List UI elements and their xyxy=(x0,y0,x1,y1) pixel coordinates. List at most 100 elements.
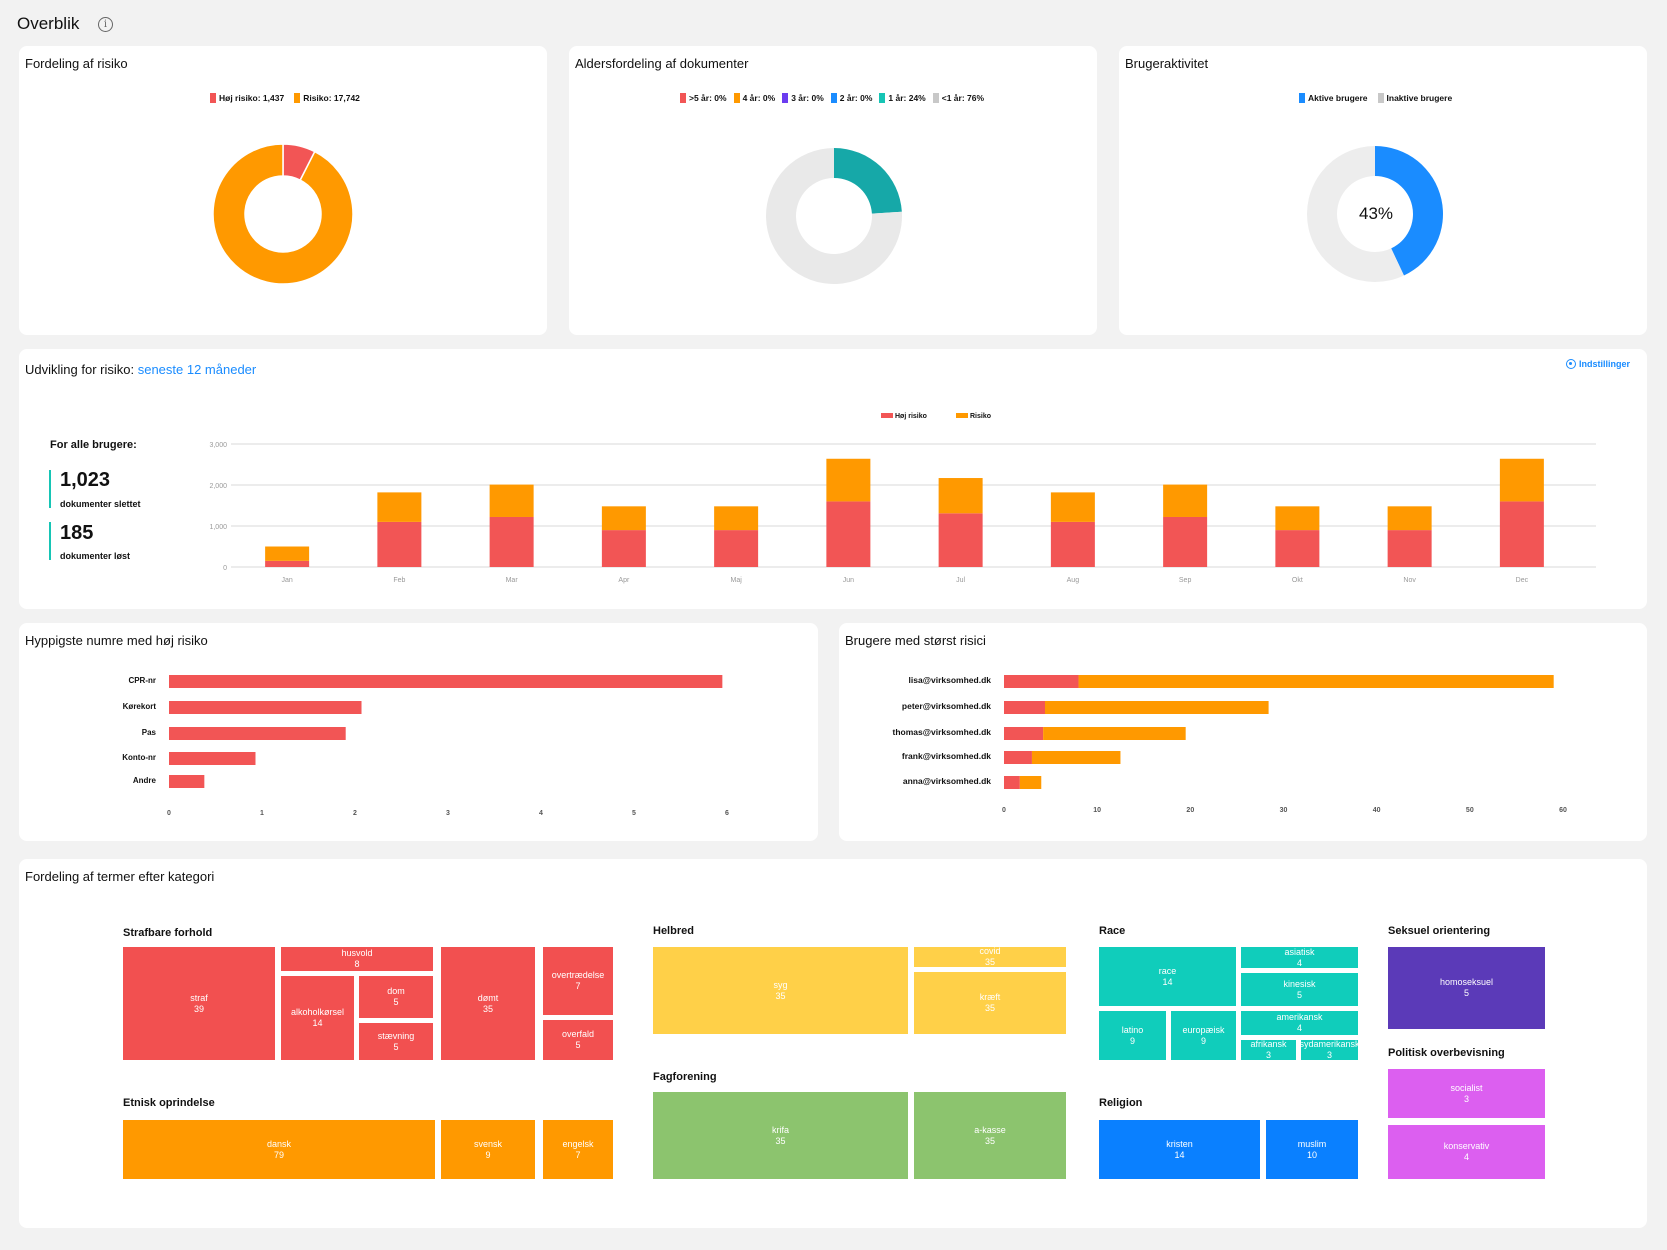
treemap-cell-race[interactable]: race 14 xyxy=(1099,947,1236,1006)
period-link[interactable]: seneste 12 måneder xyxy=(137,362,257,377)
legend-item-5y[interactable]: >5 år: 0% xyxy=(680,93,727,103)
bar-risiko-nov[interactable] xyxy=(1387,506,1432,531)
treemap-cell-kinesisk[interactable]: kinesisk 5 xyxy=(1241,973,1358,1006)
treemap-cell-covid[interactable]: covid 35 xyxy=(914,947,1066,967)
legend-item-active-users[interactable]: Aktive brugere xyxy=(1299,93,1368,103)
treemap-cell-syg[interactable]: syg 35 xyxy=(653,947,908,1034)
bar-h-j-risiko-feb[interactable] xyxy=(377,521,422,567)
bar-risiko-mar[interactable] xyxy=(489,484,534,517)
treemap-cell-value: 35 xyxy=(984,1135,995,1146)
treemap-cell-kristen[interactable]: kristen 14 xyxy=(1099,1120,1260,1179)
treemap-cell-engelsk[interactable]: engelsk 7 xyxy=(543,1120,613,1179)
donut-slice-risiko[interactable] xyxy=(212,143,354,285)
bar-segment-risiko[interactable] xyxy=(1043,727,1186,740)
y-tick-label: 0 xyxy=(223,565,227,572)
treemap-cell-overfald[interactable]: overfald 5 xyxy=(543,1020,613,1060)
treemap-cell-svensk[interactable]: svensk 9 xyxy=(441,1120,535,1179)
treemap-cell-krifa[interactable]: krifa 35 xyxy=(653,1092,908,1179)
bar[interactable] xyxy=(169,752,256,765)
donut-slice-inaktive-brugere[interactable] xyxy=(1307,146,1404,282)
bar-h-j-risiko-sep[interactable] xyxy=(1163,516,1208,567)
info-icon[interactable]: i xyxy=(98,17,113,32)
risk-trend-title: Udvikling for risiko: seneste 12 måneder xyxy=(25,362,256,377)
bar[interactable] xyxy=(169,675,723,688)
treemap-cell-dom[interactable]: dom 5 xyxy=(359,976,433,1018)
bar[interactable] xyxy=(169,727,346,740)
legend-item-risk[interactable]: Risiko: 17,742 xyxy=(294,93,360,103)
risk-distribution-card: Fordeling af risiko Høj risiko: 1,437 Ri… xyxy=(19,46,547,335)
treemap-cell-konservativ[interactable]: konservativ 4 xyxy=(1388,1125,1545,1179)
treemap-cell-value: 7 xyxy=(575,1149,581,1160)
legend-item-1y[interactable]: 1 år: 24% xyxy=(879,93,926,103)
bar-h-j-risiko-jan[interactable] xyxy=(265,560,310,567)
treemap-cell-label: konservativ xyxy=(1443,1141,1490,1151)
bar[interactable] xyxy=(169,775,205,788)
donut-slice-aktive-brugere[interactable] xyxy=(1375,146,1443,276)
bar-risiko-feb[interactable] xyxy=(377,492,422,522)
treemap-cell-label: kristen xyxy=(1166,1138,1193,1149)
legend-item-2y[interactable]: 2 år: 0% xyxy=(830,93,872,103)
bar-risiko-jun[interactable] xyxy=(826,458,871,502)
bar-risiko-maj[interactable] xyxy=(714,506,759,531)
legend-label[interactable]: Høj risiko xyxy=(895,413,927,420)
treemap-cell-muslim[interactable]: muslim 10 xyxy=(1266,1120,1358,1179)
treemap-cell-overtrædelse[interactable]: overtrædelse 7 xyxy=(543,947,613,1015)
bar[interactable] xyxy=(169,701,362,714)
bar-h-j-risiko-jun[interactable] xyxy=(826,501,871,567)
treemap-cell-latino[interactable]: latino 9 xyxy=(1099,1011,1166,1060)
treemap-cell-dømt[interactable]: dømt 35 xyxy=(441,947,535,1060)
treemap-cell-a-kasse[interactable]: a-kasse 35 xyxy=(914,1092,1066,1179)
legend-item-high-risk[interactable]: Høj risiko: 1,437 xyxy=(210,93,284,103)
donut-slice-1-r[interactable] xyxy=(834,148,902,214)
treemap-cell-alkoholkørsel[interactable]: alkoholkørsel 14 xyxy=(281,976,354,1060)
legend-label[interactable]: Risiko xyxy=(970,413,991,420)
legend-item-4y[interactable]: 4 år: 0% xyxy=(733,93,775,103)
treemap-cell-value: 4 xyxy=(1296,1023,1302,1033)
bar-risiko-jul[interactable] xyxy=(938,478,983,514)
treemap-cell-homoseksuel[interactable]: homoseksuel 5 xyxy=(1388,947,1545,1029)
treemap-cell-label: europæisk xyxy=(1182,1024,1225,1035)
bar-segment-risiko[interactable] xyxy=(1031,751,1121,764)
treemap-cell-straf[interactable]: straf 39 xyxy=(123,947,275,1060)
legend-item-lt1y[interactable]: <1 år: 76% xyxy=(932,93,984,103)
bar-risiko-jan[interactable] xyxy=(265,546,310,561)
bar-h-j-risiko-jul[interactable] xyxy=(938,513,983,567)
treemap-cell-europæisk[interactable]: europæisk 9 xyxy=(1171,1011,1236,1060)
treemap-cell-husvold[interactable]: husvold 8 xyxy=(281,947,433,971)
treemap-cell-socialist[interactable]: socialist 3 xyxy=(1388,1069,1545,1118)
settings-button[interactable]: Indstillinger xyxy=(1566,359,1630,369)
treemap-cell-afrikansk[interactable]: afrikansk 3 xyxy=(1241,1040,1296,1060)
bar-h-j-risiko-mar[interactable] xyxy=(489,516,534,567)
bar-h-j-risiko-okt[interactable] xyxy=(1275,530,1320,567)
treemap-cell-dansk[interactable]: dansk 79 xyxy=(123,1120,435,1179)
treemap-cell-stævning[interactable]: stævning 5 xyxy=(359,1023,433,1060)
bar-risiko-apr[interactable] xyxy=(601,506,646,531)
bar-h-j-risiko-maj[interactable] xyxy=(714,530,759,567)
bar-segment-risiko[interactable] xyxy=(1078,675,1554,688)
legend-item-inactive-users[interactable]: Inaktive brugere xyxy=(1377,93,1452,103)
treemap-cell-kræft[interactable]: kræft 35 xyxy=(914,972,1066,1034)
bar-risiko-dec[interactable] xyxy=(1499,458,1544,502)
treemap-cell-amerikansk[interactable]: amerikansk 4 xyxy=(1241,1011,1358,1035)
bar-segment-h-j-risiko[interactable] xyxy=(1004,701,1045,714)
bar-h-j-risiko-apr[interactable] xyxy=(601,530,646,567)
treemap-cell-asiatisk[interactable]: asiatisk 4 xyxy=(1241,947,1358,968)
bar-h-j-risiko-dec[interactable] xyxy=(1499,501,1544,567)
donut-slice--1-r[interactable] xyxy=(766,148,902,284)
treemap-cell-value: 7 xyxy=(575,981,581,991)
bar-segment-h-j-risiko[interactable] xyxy=(1004,751,1032,764)
bar-risiko-okt[interactable] xyxy=(1275,506,1320,531)
bar-segment-h-j-risiko[interactable] xyxy=(1004,675,1079,688)
bar-h-j-risiko-nov[interactable] xyxy=(1387,530,1432,567)
bar-segment-risiko[interactable] xyxy=(1019,776,1042,789)
treemap-cell-sydamerikansk[interactable]: sydamerikansk 3 xyxy=(1301,1040,1358,1060)
bar-risiko-aug[interactable] xyxy=(1050,492,1095,522)
bar-h-j-risiko-aug[interactable] xyxy=(1050,521,1095,567)
bar-segment-h-j-risiko[interactable] xyxy=(1004,727,1044,740)
bar-segment-h-j-risiko[interactable] xyxy=(1004,776,1020,789)
bar-risiko-sep[interactable] xyxy=(1163,484,1208,517)
legend-item-3y[interactable]: 3 år: 0% xyxy=(782,93,824,103)
x-tick-label: 4 xyxy=(539,810,543,817)
x-tick-label: 1 xyxy=(260,810,264,817)
bar-segment-risiko[interactable] xyxy=(1044,701,1269,714)
